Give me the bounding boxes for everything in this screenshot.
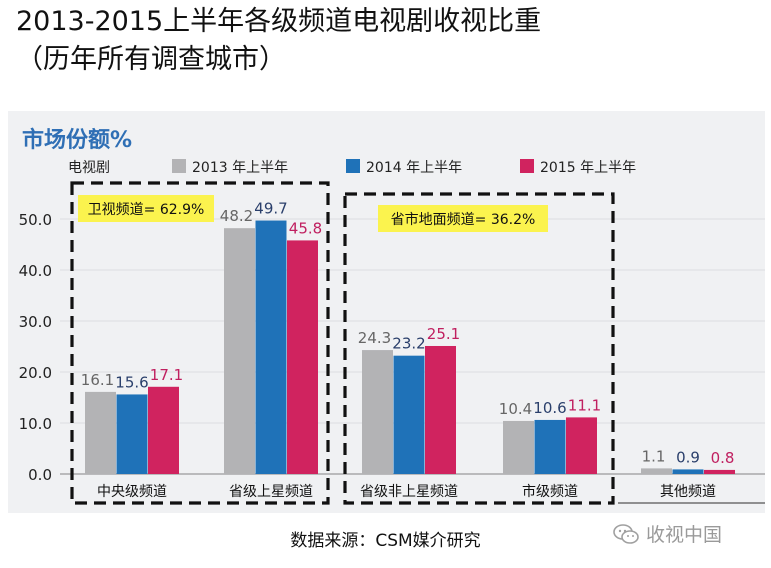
category-label: 其他频道 xyxy=(660,484,716,500)
legend-entry: 2013 年上半年 xyxy=(192,160,288,176)
category-label: 省级上星频道 xyxy=(229,484,313,500)
y-tick-label: 50.0 xyxy=(19,211,52,229)
data-source: 数据来源：CSM媒介研究 xyxy=(290,531,481,551)
data-label: 11.1 xyxy=(568,396,601,414)
group-share-label: 卫视频道= 62.9% xyxy=(88,202,205,218)
bar xyxy=(503,420,534,474)
y-tick-label: 30.0 xyxy=(19,313,52,331)
data-label: 16.1 xyxy=(81,371,114,389)
data-label: 15.6 xyxy=(115,373,148,391)
legend-swatch xyxy=(346,159,360,173)
watermark-text: 收视中国 xyxy=(646,524,723,546)
wechat-icon xyxy=(613,524,639,544)
data-label: 24.3 xyxy=(358,329,391,347)
data-label: 17.1 xyxy=(150,366,183,384)
legend-swatch xyxy=(520,159,534,173)
bar xyxy=(85,391,116,474)
bar xyxy=(116,394,148,474)
y-tick-label: 20.0 xyxy=(19,364,52,382)
market-share-title: 市场份额% xyxy=(22,128,133,153)
legend-swatch xyxy=(172,159,186,173)
y-tick-label: 40.0 xyxy=(19,262,52,280)
bar xyxy=(641,468,672,474)
chart-subtitle: （历年所有调查城市） xyxy=(16,44,286,75)
legend-entry: 2015 年上半年 xyxy=(540,160,636,176)
bar xyxy=(287,240,318,474)
data-label: 25.1 xyxy=(427,325,460,343)
group-share-badge xyxy=(378,205,548,232)
chart-title: 2013-2015上半年各级频道电视剧收视比重 xyxy=(16,6,542,37)
bar xyxy=(534,419,566,474)
legend-entry: 2014 年上半年 xyxy=(366,160,462,176)
legend-title: 电视剧 xyxy=(68,160,110,176)
data-label: 23.2 xyxy=(392,335,425,353)
bar xyxy=(362,350,393,474)
data-label: 49.7 xyxy=(254,200,287,218)
channel-group-box xyxy=(343,192,615,505)
group-share-badge xyxy=(78,195,214,222)
data-label: 48.2 xyxy=(220,207,253,225)
group-share-label: 省市地面频道= 36.2% xyxy=(391,211,536,228)
bar xyxy=(704,469,735,474)
category-label: 中央级频道 xyxy=(97,484,167,500)
bar xyxy=(148,386,179,474)
bar xyxy=(672,469,704,474)
watermark: 收视中国 xyxy=(612,520,722,547)
data-label: 0.8 xyxy=(711,449,735,467)
bar xyxy=(425,345,456,474)
data-label: 45.8 xyxy=(289,219,322,237)
category-label: 市级频道 xyxy=(522,483,578,500)
channel-group-box xyxy=(70,181,330,505)
bar xyxy=(224,228,255,474)
y-tick-label: 0.0 xyxy=(28,466,52,484)
bar xyxy=(255,220,287,474)
data-label: 0.9 xyxy=(676,448,700,466)
category-label: 省级非上星频道 xyxy=(360,484,458,500)
data-label: 1.1 xyxy=(642,447,666,465)
bar xyxy=(566,417,597,474)
y-tick-label: 10.0 xyxy=(19,415,52,433)
data-label: 10.4 xyxy=(499,400,532,418)
data-label: 10.6 xyxy=(533,399,566,417)
bar xyxy=(393,355,425,474)
